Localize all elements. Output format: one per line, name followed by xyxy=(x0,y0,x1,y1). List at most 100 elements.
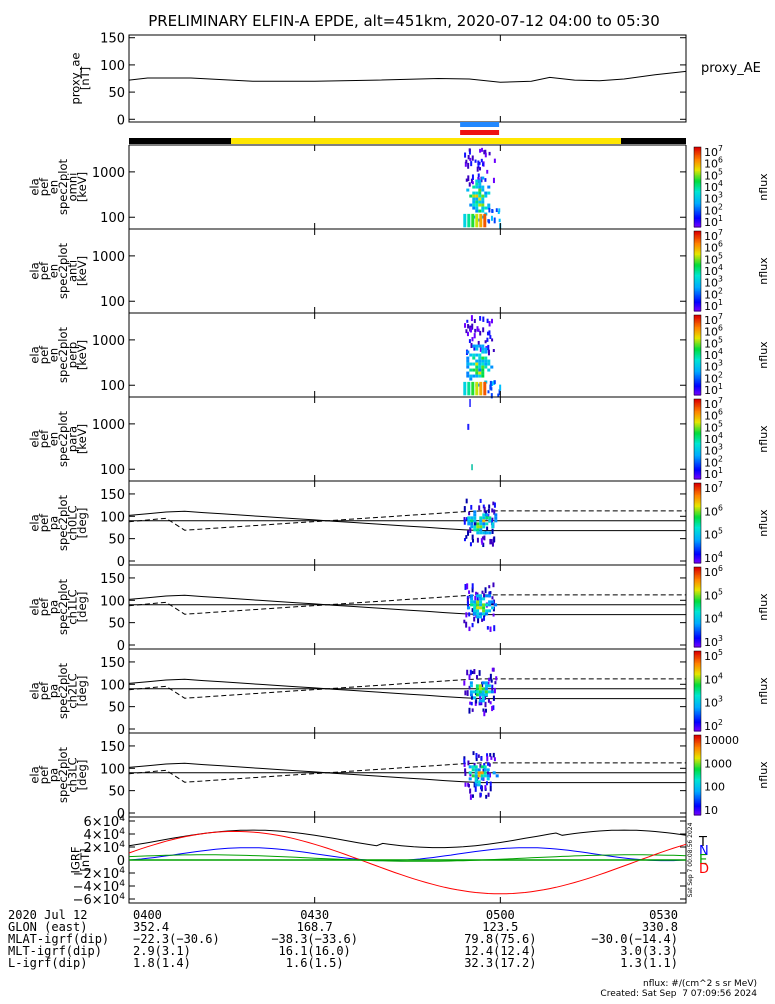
colorbar-tick-label: 1000 xyxy=(704,757,732,770)
heatmap-cell xyxy=(487,349,490,356)
heatmap-cell xyxy=(472,353,476,357)
heatmap-cell xyxy=(481,690,485,694)
heatmap-cell xyxy=(469,693,473,697)
colorbar-segment xyxy=(694,496,701,499)
colorbar-frame xyxy=(693,482,702,564)
heatmap-cell xyxy=(492,695,495,701)
colorbar-tick-label: 104 xyxy=(704,347,723,362)
colorbar-segment xyxy=(694,748,701,751)
heatmap-cell xyxy=(481,693,485,697)
heatmap-cell xyxy=(468,685,471,690)
colorbar-segment xyxy=(694,591,701,593)
colorbar-segment xyxy=(694,179,701,181)
colorbar-segment xyxy=(694,687,701,689)
heatmap-cell xyxy=(474,786,477,792)
heatmap-cell xyxy=(470,525,474,529)
colorbar-segment xyxy=(694,169,701,172)
colorbar-segment xyxy=(694,457,701,460)
heatmap-cell xyxy=(471,768,475,772)
heatmap-cell xyxy=(480,765,484,769)
axis-label-line: omni xyxy=(65,173,79,202)
heatmap-cell xyxy=(472,368,476,372)
heatmap-cell xyxy=(479,792,482,797)
heatmap-cell xyxy=(482,542,485,548)
heatmap-cell xyxy=(477,780,481,784)
heatmap-cell xyxy=(476,600,480,604)
orbit-value: 0530 xyxy=(649,908,678,922)
heatmap-cell xyxy=(491,600,495,604)
colorbar-segment xyxy=(694,705,701,708)
colorbar-segment xyxy=(694,740,701,743)
heatmap-cell xyxy=(464,768,467,773)
heatmap-cell xyxy=(479,525,483,529)
heatmap-cell xyxy=(474,328,477,333)
heatmap-cell xyxy=(481,350,485,354)
heatmap-cell xyxy=(484,365,488,369)
heatmap-cell xyxy=(493,625,496,632)
colorbar-segment xyxy=(694,160,701,163)
colorbar-segment xyxy=(694,567,701,569)
science-zone-bar-red xyxy=(460,130,500,135)
heatmap-cell xyxy=(482,513,486,517)
heatmap-cell xyxy=(487,203,491,207)
orbit-label-mlt: MLT-igrf(dip) xyxy=(8,944,102,958)
heatmap-cell xyxy=(466,359,470,363)
heatmap-cell xyxy=(484,694,487,700)
heatmap-cell xyxy=(492,771,496,775)
heatmap-cell xyxy=(483,768,487,772)
colorbar-tick-label: 105 xyxy=(704,251,723,266)
colorbar-segment xyxy=(694,491,701,493)
colorbar-segment xyxy=(694,207,701,209)
orbit-value: 12.4(12.4) xyxy=(464,944,536,958)
heatmap-cell xyxy=(475,752,478,759)
colorbar-segment xyxy=(694,449,701,452)
heatmap-cell xyxy=(470,315,473,322)
heatmap-cell xyxy=(471,464,473,471)
colorbar-segment xyxy=(694,189,701,192)
colorbar-segment xyxy=(694,643,701,645)
heatmap-cell xyxy=(476,537,479,543)
colorbar-segment xyxy=(694,373,701,376)
colorbar-segment xyxy=(694,355,701,357)
colorbar-label: nflux xyxy=(757,425,770,453)
colorbar-segment xyxy=(694,280,701,283)
colorbar-segment xyxy=(694,456,701,459)
colorbar-segment xyxy=(694,424,701,427)
colorbar-segment xyxy=(694,664,701,667)
heatmap-cell xyxy=(468,771,472,775)
heatmap-cell xyxy=(481,362,485,366)
colorbar-segment xyxy=(694,252,701,255)
heatmap-cell xyxy=(466,356,470,360)
heatmap-cell xyxy=(478,182,482,186)
heatmap-cell xyxy=(478,203,482,207)
colorbar-segment xyxy=(694,291,701,293)
colorbar-segment xyxy=(694,608,701,611)
axis-label-line: [keV] xyxy=(75,256,89,286)
y-tick-label: 0 xyxy=(117,723,125,738)
heatmap-cell xyxy=(484,687,488,691)
heatmap-cell xyxy=(465,178,468,182)
colorbar-tick-label: 104 xyxy=(704,179,723,194)
heatmap-cell xyxy=(488,594,492,598)
colorbar-segment xyxy=(694,528,701,531)
colorbar-segment xyxy=(694,459,701,461)
colorbar-segment xyxy=(694,415,701,417)
heatmap-cell xyxy=(466,669,469,676)
heatmap-cell xyxy=(472,344,476,348)
colorbar-segment xyxy=(694,804,701,807)
heatmap-cell xyxy=(482,708,485,712)
heatmap-cell xyxy=(468,707,471,714)
colorbar-segment xyxy=(694,785,701,788)
colorbar-segment xyxy=(694,175,701,177)
heatmap-cell xyxy=(483,150,486,155)
heatmap-cell xyxy=(477,328,480,332)
heatmap-cell xyxy=(481,206,485,210)
colorbar-segment xyxy=(694,305,701,308)
heatmap-cell xyxy=(463,538,466,542)
proxy-ae-ylabel: proxy_ae[nT] xyxy=(68,53,92,105)
colorbar-segment xyxy=(694,193,701,196)
heatmap-cell xyxy=(468,612,471,617)
heatmap-cell xyxy=(488,603,492,607)
orbit-value: −30.0(−14.4) xyxy=(591,932,678,946)
heatmap-cell xyxy=(469,194,473,198)
